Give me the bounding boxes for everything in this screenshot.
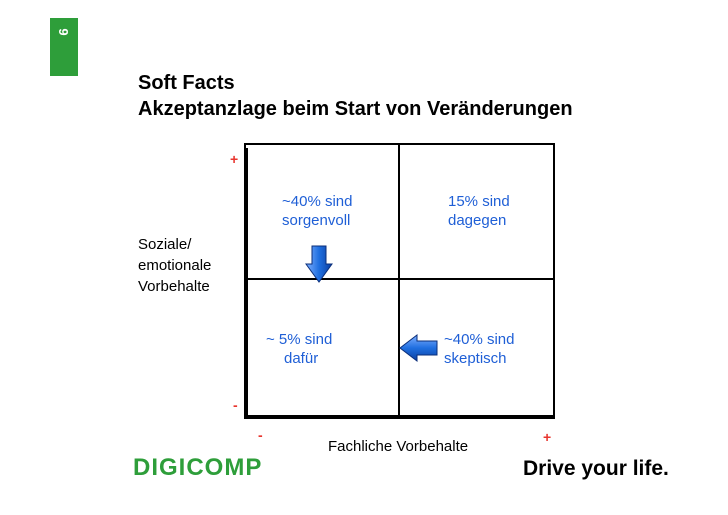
quadrant-bottom-left: ~ 5% sind dafür xyxy=(266,330,332,368)
digicomp-logo: DIGICOMP xyxy=(133,454,263,481)
quadrant-bottom-left-line-2: dafür xyxy=(284,350,319,367)
horizontal-divider xyxy=(244,278,555,280)
title-line-1: Soft Facts xyxy=(138,72,235,94)
x-axis-label: Fachliche Vorbehalte xyxy=(328,438,469,455)
y-axis-label-line-1: Soziale/ xyxy=(138,236,192,253)
quadrant-top-right-line-1: 15% sind xyxy=(448,193,510,210)
drive-your-life-logo: Drive your life. xyxy=(523,457,669,480)
arrow-down-icon xyxy=(305,245,333,283)
quadrant-top-left-line-2: sorgenvoll xyxy=(282,212,351,229)
x-axis-minus: - xyxy=(258,427,263,443)
page-number: 9 xyxy=(56,28,72,36)
quadrant-top-left: ~40% sind sorgenvoll xyxy=(282,192,352,230)
page-number-tab xyxy=(50,18,78,76)
y-axis-plus: + xyxy=(230,151,239,167)
vertical-divider xyxy=(398,143,400,417)
y-axis-line xyxy=(244,148,248,419)
quadrant-top-right: 15% sind dagegen xyxy=(448,192,510,230)
quadrant-top-right-line-2: dagegen xyxy=(448,212,507,229)
quadrant-bottom-left-line-1: ~ 5% sind xyxy=(266,331,333,348)
y-axis-label-line-3: Vorbehalte xyxy=(138,278,210,295)
x-axis-plus: + xyxy=(543,429,552,445)
x-axis-line xyxy=(244,415,555,419)
slide-title: Soft Facts Akzeptanzlage beim Start von … xyxy=(138,70,573,122)
quadrant-bottom-right: ~40% sind skeptisch xyxy=(444,330,514,368)
arrow-left-icon xyxy=(399,333,438,363)
quadrant-bottom-right-line-1: ~40% sind xyxy=(444,331,515,348)
quadrant-bottom-right-line-2: skeptisch xyxy=(444,350,507,367)
y-axis-minus: - xyxy=(233,397,238,413)
quadrant-top-left-line-1: ~40% sind xyxy=(282,193,353,210)
y-axis-label: Soziale/ emotionale Vorbehalte xyxy=(138,234,211,297)
y-axis-label-line-2: emotionale xyxy=(138,257,212,274)
title-line-2: Akzeptanzlage beim Start von Veränderung… xyxy=(138,98,573,120)
